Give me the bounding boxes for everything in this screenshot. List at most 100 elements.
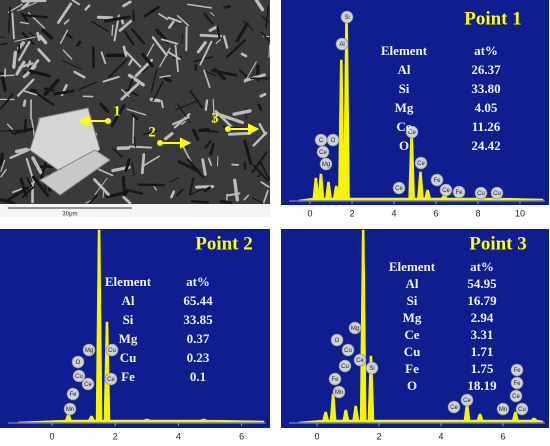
x-tick-label: 4	[176, 431, 181, 441]
peak-label: Cu	[344, 348, 352, 354]
sem-grain	[14, 147, 29, 154]
peak-badge	[340, 10, 354, 24]
peak-label: Ce	[417, 161, 425, 167]
table-cell: Mg	[119, 331, 138, 346]
sem-grain	[175, 99, 200, 111]
sem-grain	[27, 60, 31, 68]
sem-grain	[210, 69, 238, 77]
sem-grain	[12, 50, 18, 69]
table-cell: 26.37	[471, 62, 501, 77]
sem-grain	[254, 0, 265, 12]
panel-title: Point 3	[469, 233, 527, 254]
scale-label: 30μm	[62, 212, 77, 218]
sem-grain	[189, 90, 203, 109]
sem-grain	[223, 4, 231, 9]
x-tick-label: 6	[433, 208, 438, 218]
table-cell: 1.71	[471, 344, 494, 359]
sem-grain	[61, 59, 83, 70]
sem-grain	[259, 92, 267, 98]
sem-grain	[163, 76, 172, 83]
sem-grain	[252, 164, 269, 182]
table-cell: Mg	[403, 310, 422, 325]
sem-grain	[142, 130, 158, 135]
table-cell: Al	[406, 276, 419, 291]
sem-grain	[122, 45, 128, 57]
table-cell: 1.75	[471, 361, 494, 376]
peak-label: O	[76, 360, 81, 366]
sem-grain	[198, 127, 210, 133]
x-tick-label: 4	[391, 208, 396, 218]
sem-grain	[238, 69, 248, 78]
peak-badge	[353, 353, 367, 367]
table-cell: Ce	[396, 119, 411, 134]
sem-grain	[268, 44, 271, 59]
sem-grain	[232, 109, 252, 116]
sem-grain	[199, 33, 223, 38]
sem-grain	[152, 81, 164, 102]
sem-grain	[190, 188, 205, 195]
table-cell: 0.37	[187, 331, 210, 346]
x-tick-label: 6	[500, 431, 505, 441]
sem-grain	[102, 190, 105, 198]
sem-grain	[28, 69, 51, 78]
sem-grain	[14, 36, 37, 42]
sem-grain	[38, 34, 48, 45]
sem-grain	[199, 40, 213, 66]
sem-grain	[151, 36, 168, 57]
peak-label: Al	[339, 42, 344, 48]
sem-grain	[174, 44, 179, 73]
peak-label: Mn	[335, 390, 343, 396]
peak-label: Fe	[513, 368, 521, 374]
peak-label: Ce	[395, 186, 403, 192]
sem-grain	[203, 186, 211, 193]
sem-grain	[13, 127, 34, 135]
sem-grain	[126, 108, 147, 116]
sem-grain	[19, 177, 28, 198]
sem-grain	[108, 58, 128, 78]
sem-grain	[176, 102, 192, 124]
sem-grain	[212, 98, 216, 124]
peak-badge	[319, 157, 333, 171]
sem-grain	[41, 28, 54, 40]
sem-grain	[187, 3, 213, 9]
x-tick-label: 0	[307, 208, 312, 218]
sem-grain	[209, 143, 215, 156]
sem-grain	[22, 99, 27, 107]
peak-badge	[496, 402, 510, 416]
sem-grain	[26, 177, 33, 188]
sem-grain	[208, 25, 218, 32]
peak-label: Si	[369, 366, 374, 372]
sem-grain	[177, 160, 200, 173]
sem-grain	[163, 132, 174, 141]
sem-grain	[78, 81, 97, 91]
sem-grain	[204, 140, 212, 149]
sem-grain	[25, 59, 40, 77]
peak-label: Fe	[455, 190, 463, 196]
sem-grain	[31, 89, 55, 106]
peak-label: Mg	[351, 326, 359, 332]
sem-grain	[111, 24, 114, 36]
peak-badge	[71, 355, 85, 369]
sem-grain	[8, 129, 16, 136]
spectrum-panel	[281, 229, 549, 428]
sem-grain	[158, 13, 169, 21]
sem-grain	[153, 185, 158, 191]
sem-grain	[227, 131, 252, 136]
peak-badge	[439, 183, 453, 197]
peak-label: Cu	[477, 191, 485, 197]
sem-grain	[251, 151, 268, 174]
peak-label: Ce	[463, 398, 471, 404]
peak-badge	[326, 133, 340, 147]
sem-grain	[210, 12, 215, 17]
table-cell: Al	[122, 293, 135, 308]
peak-badge	[328, 372, 342, 386]
table-cell: Mg	[395, 100, 414, 115]
sem-grain	[159, 47, 171, 68]
peak-label: Cu	[518, 407, 526, 413]
peak-badge	[430, 173, 444, 187]
table-header: at%	[474, 43, 498, 58]
peak-label: Mg	[85, 348, 93, 354]
sem-grain	[141, 52, 154, 68]
table-cell: 11.26	[472, 119, 501, 134]
sem-grain	[180, 120, 187, 126]
